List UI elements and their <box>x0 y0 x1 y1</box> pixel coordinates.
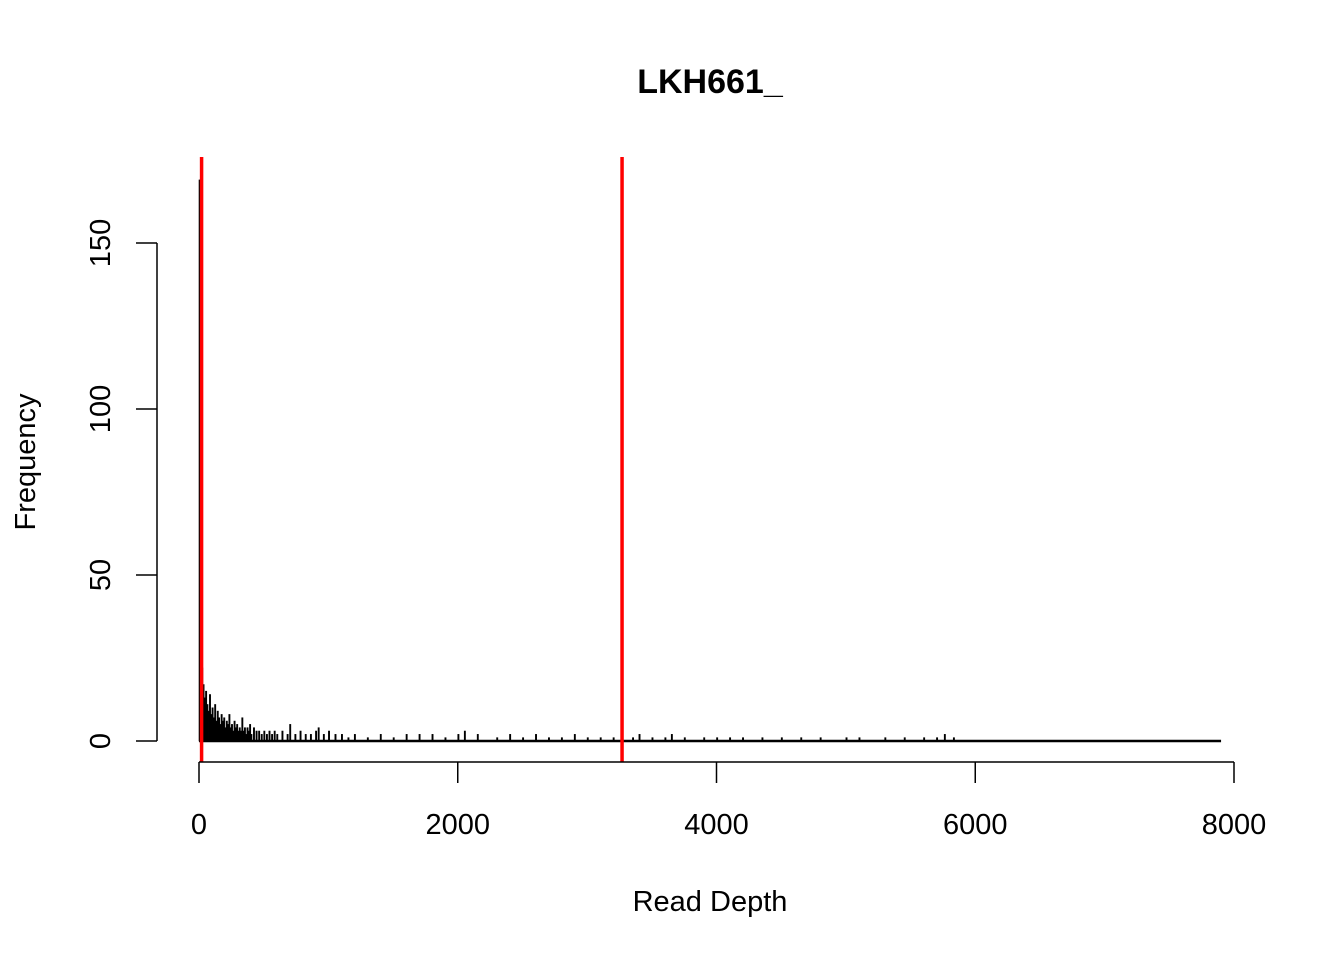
histogram-bar <box>315 730 318 742</box>
histogram-bar <box>273 730 276 742</box>
histogram-bar <box>761 737 764 742</box>
histogram-bar <box>923 737 926 742</box>
histogram-bar <box>379 734 382 742</box>
histogram-bar <box>599 737 602 742</box>
histogram-bar <box>586 737 589 742</box>
histogram-bar <box>463 730 466 742</box>
y-tick-label: 50 <box>85 559 117 591</box>
histogram-bar <box>703 737 706 742</box>
x-tick-label: 0 <box>191 809 207 841</box>
histogram-bar <box>780 737 783 742</box>
histogram-bar <box>294 734 297 742</box>
bars-layer <box>198 179 1222 743</box>
histogram-bar <box>253 727 255 742</box>
histogram-bar <box>819 737 822 742</box>
histogram-bar <box>548 737 550 742</box>
histogram-bar <box>936 737 939 742</box>
histogram-bar <box>573 734 576 742</box>
histogram-bar <box>742 737 744 742</box>
histogram-bar <box>328 730 330 742</box>
x-axis-label: Read Depth <box>633 886 788 918</box>
histogram-bar <box>943 734 946 742</box>
histogram-bar <box>509 734 512 742</box>
histogram-bar <box>670 734 673 742</box>
histogram-bar <box>418 734 421 742</box>
histogram-bar <box>341 734 343 742</box>
x-tick-label: 6000 <box>943 809 1008 841</box>
histogram-bar <box>952 737 955 742</box>
histogram-bar <box>522 737 525 742</box>
histogram-bar <box>845 737 848 742</box>
histogram-bar <box>535 734 537 742</box>
histogram-bar <box>638 734 641 742</box>
histogram-bar <box>265 734 268 742</box>
histogram-bar <box>716 737 719 742</box>
histogram-bar <box>632 737 635 742</box>
histogram-bar <box>347 737 350 742</box>
x-axis: 0 2000 4000 6000 8000 <box>191 761 1267 841</box>
histogram-bar <box>250 734 253 742</box>
histogram-bar <box>309 734 312 742</box>
histogram-bar <box>241 717 244 742</box>
y-tick-label: 100 <box>85 385 117 433</box>
reference-lines <box>199 157 624 762</box>
histogram-bar <box>263 730 266 742</box>
histogram-bar <box>286 734 289 742</box>
histogram-bar <box>444 737 447 742</box>
histogram-bar <box>276 734 279 742</box>
histogram-bar <box>683 737 686 742</box>
histogram-bar <box>392 737 395 742</box>
histogram-bar <box>255 730 258 742</box>
histogram-bar <box>405 734 408 742</box>
histogram-bar <box>496 737 499 742</box>
histogram-bar <box>800 737 803 742</box>
chart-title: LKH661_ <box>637 63 784 101</box>
x-tick-label: 2000 <box>425 809 490 841</box>
x-tick-label: 8000 <box>1202 809 1267 841</box>
histogram-bar <box>299 730 302 742</box>
histogram-bar <box>334 734 337 742</box>
y-tick-label: 150 <box>85 219 117 267</box>
y-axis: 0 50 100 150 <box>85 219 158 749</box>
histogram-bar <box>457 734 460 742</box>
histogram-bar <box>271 734 274 742</box>
histogram-bar <box>289 724 292 742</box>
histogram-bar <box>729 737 732 742</box>
histogram-bar <box>322 734 325 742</box>
x-tick-label: 4000 <box>684 809 749 841</box>
histogram-bar <box>260 734 263 742</box>
histogram-bar <box>664 737 667 742</box>
histogram-bar <box>366 737 369 742</box>
histogram-bar <box>651 737 654 742</box>
histogram-bar <box>353 734 356 742</box>
histogram-bar <box>476 734 479 742</box>
histogram-bar <box>903 737 906 742</box>
histogram-bar <box>258 730 261 742</box>
histogram-bar <box>431 734 434 742</box>
histogram-bar <box>560 737 563 742</box>
histogram-bar <box>884 737 887 742</box>
histogram-bar <box>612 737 615 742</box>
histogram-bar <box>281 730 284 742</box>
y-tick-label: 0 <box>85 733 117 749</box>
histogram-bar <box>317 727 320 742</box>
histogram-bar <box>249 724 252 742</box>
histogram-bar <box>858 737 861 742</box>
histogram-bar <box>268 730 271 742</box>
y-axis-label: Frequency <box>10 393 42 531</box>
histogram-bar <box>304 734 307 742</box>
